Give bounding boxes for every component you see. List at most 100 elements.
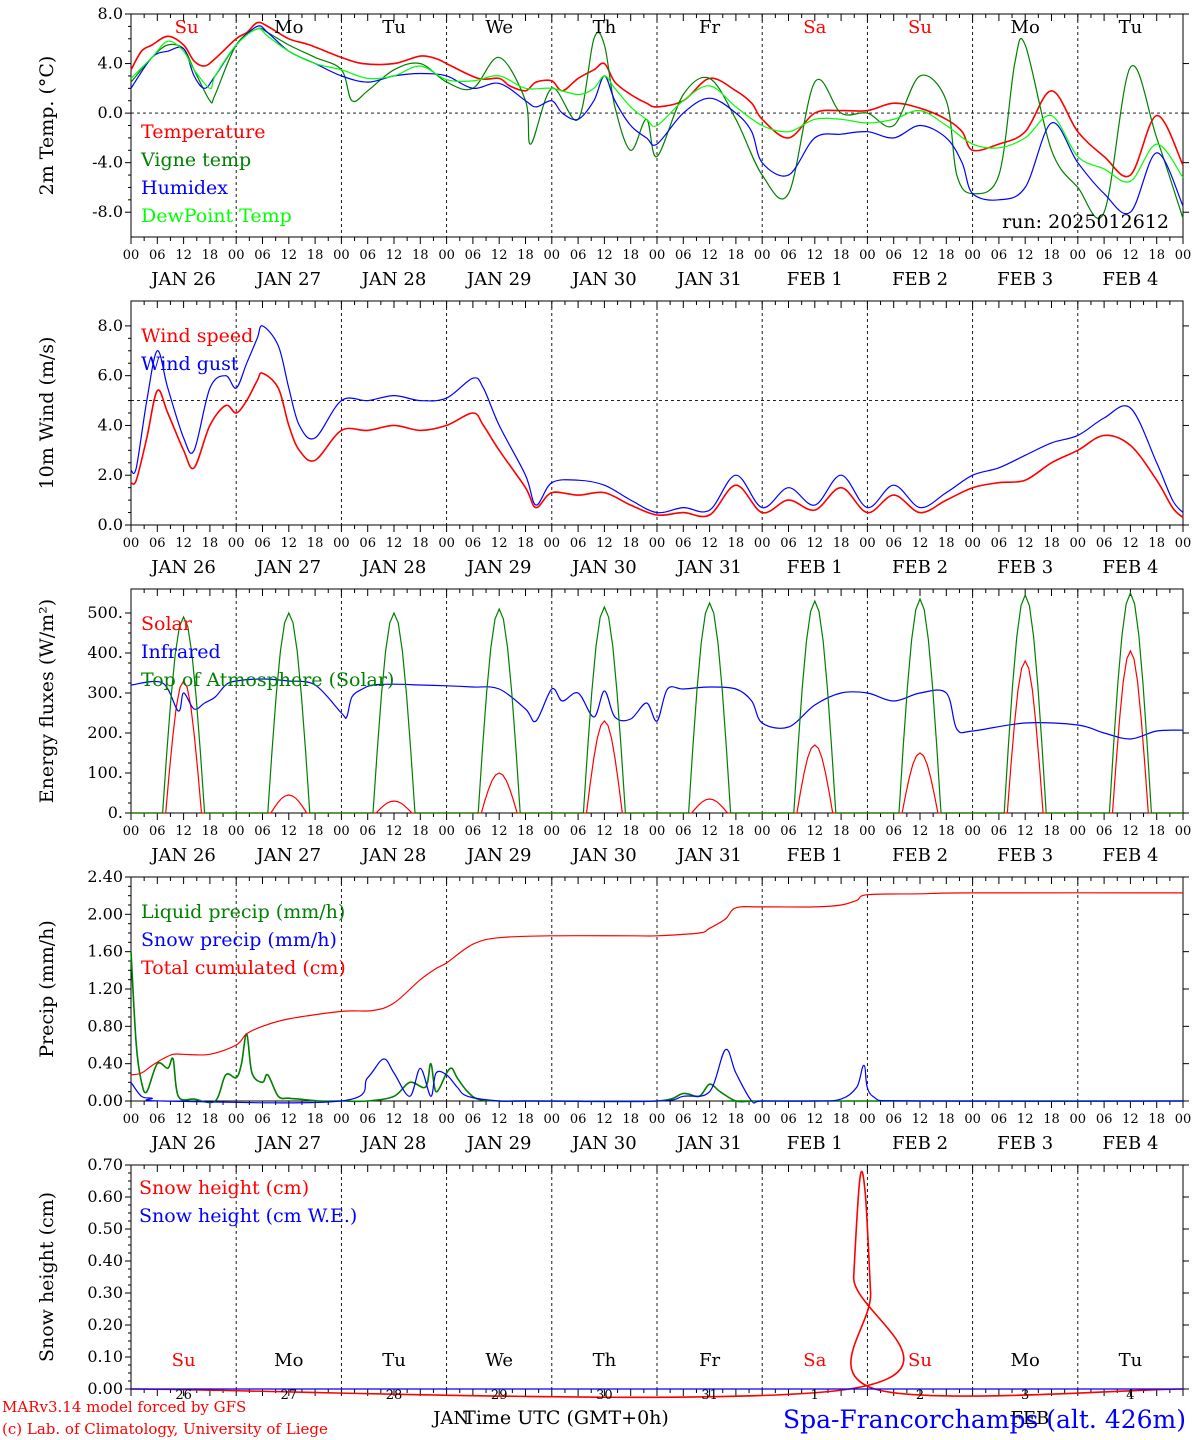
legend-entry: Snow height (cm W.E.) <box>139 1205 357 1227</box>
y-axis: -8.0 -4.0 0.0 4.0 8.0 <box>92 4 1189 221</box>
hour-tick-label: 00 <box>1070 536 1087 551</box>
weekday-label-bottom: Tu <box>1119 1350 1143 1371</box>
day-label: FEB 2 <box>892 269 948 290</box>
hour-tick-label: 18 <box>1148 536 1165 551</box>
hour-tick-label: 12 <box>175 824 192 839</box>
legend-entry: Temperature <box>141 121 265 143</box>
day-label: FEB 1 <box>787 1133 843 1154</box>
hour-tick-label: 12 <box>1122 248 1139 263</box>
hour-tick-label: 00 <box>333 536 350 551</box>
day-label: FEB 2 <box>892 557 948 578</box>
series-line-1 <box>130 325 1184 514</box>
hour-tick-label: 06 <box>885 248 902 263</box>
hour-tick-label: 12 <box>1122 536 1139 551</box>
hour-tick-label: 00 <box>123 1112 140 1127</box>
panel-snow: 0.00 0.10 0.20 0.30 0.40 0.50 0.60 0.70 Snow hei… <box>36 1155 1189 1399</box>
y-axis: 0. 100. 200. 300. 400. 500. <box>87 603 1189 822</box>
y-tick-label: 0.00 <box>87 1379 123 1398</box>
hour-tick-label: 18 <box>938 824 955 839</box>
hour-tick-label: 12 <box>491 824 508 839</box>
hour-tick-label: 12 <box>386 536 403 551</box>
y-tick-label: 0.70 <box>87 1155 123 1174</box>
hour-tick-label: 18 <box>307 536 324 551</box>
hour-tick-label: 12 <box>1017 536 1034 551</box>
y-tick-label: 0.40 <box>87 1251 123 1270</box>
weekday-label-bottom: Fr <box>699 1350 720 1371</box>
hour-tick-label: 12 <box>386 248 403 263</box>
hour-tick-label: 12 <box>596 536 613 551</box>
credit-line-2: (c) Lab. of Climatology, University of L… <box>2 1420 328 1438</box>
series-line-1 <box>130 678 1184 740</box>
series-group <box>130 892 1184 1104</box>
hour-tick-label: 00 <box>1070 824 1087 839</box>
hour-tick-label: 00 <box>228 1112 245 1127</box>
hour-tick-label: 06 <box>465 824 482 839</box>
hour-tick-label: 06 <box>675 1112 692 1127</box>
hour-tick-label: 06 <box>149 1112 166 1127</box>
hour-tick-label: 18 <box>412 536 429 551</box>
hour-tick-label: 12 <box>807 824 824 839</box>
day-label: JAN 28 <box>360 557 427 578</box>
hour-tick-label: 06 <box>780 536 797 551</box>
hour-tick-label: 00 <box>544 824 561 839</box>
day-label: JAN 29 <box>465 1133 532 1154</box>
y-axis-label: Snow height (cm) <box>36 1192 58 1362</box>
hour-tick-label: 12 <box>281 248 298 263</box>
y-tick-label: 0.50 <box>87 1219 123 1238</box>
legend-entry: Humidex <box>141 177 228 199</box>
hour-tick-label: 00 <box>228 248 245 263</box>
series-line-0 <box>130 372 1184 519</box>
hour-tick-label: 00 <box>1070 1112 1087 1127</box>
hour-tick-label: 00 <box>438 824 455 839</box>
hour-tick-label: 18 <box>307 1112 324 1127</box>
day-label: JAN 27 <box>255 845 322 866</box>
hour-tick-label: 12 <box>1122 1112 1139 1127</box>
y-tick-label: 200. <box>87 723 123 742</box>
day-label: JAN 29 <box>465 269 532 290</box>
hour-tick-label: 18 <box>202 1112 219 1127</box>
day-label: JAN 30 <box>570 845 637 866</box>
legend: Snow height (cm) Snow height (cm W.E.) <box>139 1177 357 1227</box>
series-line-3 <box>130 28 1184 183</box>
hour-tick-label: 00 <box>754 248 771 263</box>
weekday-label-top: Tu <box>1119 17 1143 38</box>
x-axis: 00 06 12 18 00 06 12 18 00 06 12 18 00 06 12 18 00 06 12 18… <box>123 877 1191 1154</box>
y-tick-label: -4.0 <box>92 153 123 172</box>
panel-precip: 0.00 0.40 0.80 1.20 1.60 2.00 2.40 Precip (mm/h… <box>36 867 1191 1154</box>
hour-tick-label: 18 <box>1043 1112 1060 1127</box>
y-tick-label: 8.0 <box>98 4 123 23</box>
bottom-day-number: 3 <box>1021 1388 1029 1403</box>
weekday-label-top: Mo <box>1011 17 1040 38</box>
legend-entry: Top of Atmosphere (Solar) <box>141 669 394 691</box>
y-tick-label: 2.0 <box>98 465 123 484</box>
hour-tick-label: 06 <box>780 824 797 839</box>
hour-tick-label: 00 <box>754 1112 771 1127</box>
hour-tick-label: 00 <box>964 1112 981 1127</box>
legend-entry: Vigne temp <box>140 149 251 171</box>
y-tick-label: -8.0 <box>92 202 123 221</box>
hour-tick-label: 18 <box>412 824 429 839</box>
bottom-month-label: JAN <box>431 1408 469 1429</box>
hour-tick-label: 00 <box>649 248 666 263</box>
day-label: FEB 4 <box>1102 1133 1158 1154</box>
day-label: FEB 2 <box>892 845 948 866</box>
day-label: JAN 30 <box>570 1133 637 1154</box>
hour-tick-label: 00 <box>544 248 561 263</box>
hour-tick-label: 00 <box>964 248 981 263</box>
day-label: JAN 30 <box>570 557 637 578</box>
day-label: JAN 28 <box>360 269 427 290</box>
hour-tick-label: 18 <box>833 824 850 839</box>
hour-tick-label: 06 <box>465 1112 482 1127</box>
hour-tick-label: 00 <box>859 536 876 551</box>
hour-tick-label: 18 <box>728 536 745 551</box>
hour-tick-label: 18 <box>202 824 219 839</box>
bottom-day-number: 28 <box>386 1388 403 1403</box>
y-tick-label: 500. <box>87 603 123 622</box>
hour-tick-label: 06 <box>149 248 166 263</box>
hour-tick-label: 06 <box>991 248 1008 263</box>
y-axis-label: 10m Wind (m/s) <box>36 337 58 490</box>
weekday-label-top: Sa <box>803 17 826 38</box>
weekday-label-bottom: Mo <box>1011 1350 1040 1371</box>
hour-tick-label: 00 <box>228 536 245 551</box>
